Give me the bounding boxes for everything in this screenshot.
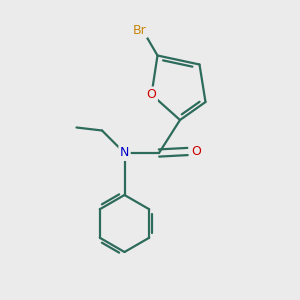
Text: Br: Br	[133, 23, 146, 37]
Text: O: O	[192, 145, 201, 158]
Text: N: N	[120, 146, 129, 160]
Text: O: O	[147, 88, 156, 101]
